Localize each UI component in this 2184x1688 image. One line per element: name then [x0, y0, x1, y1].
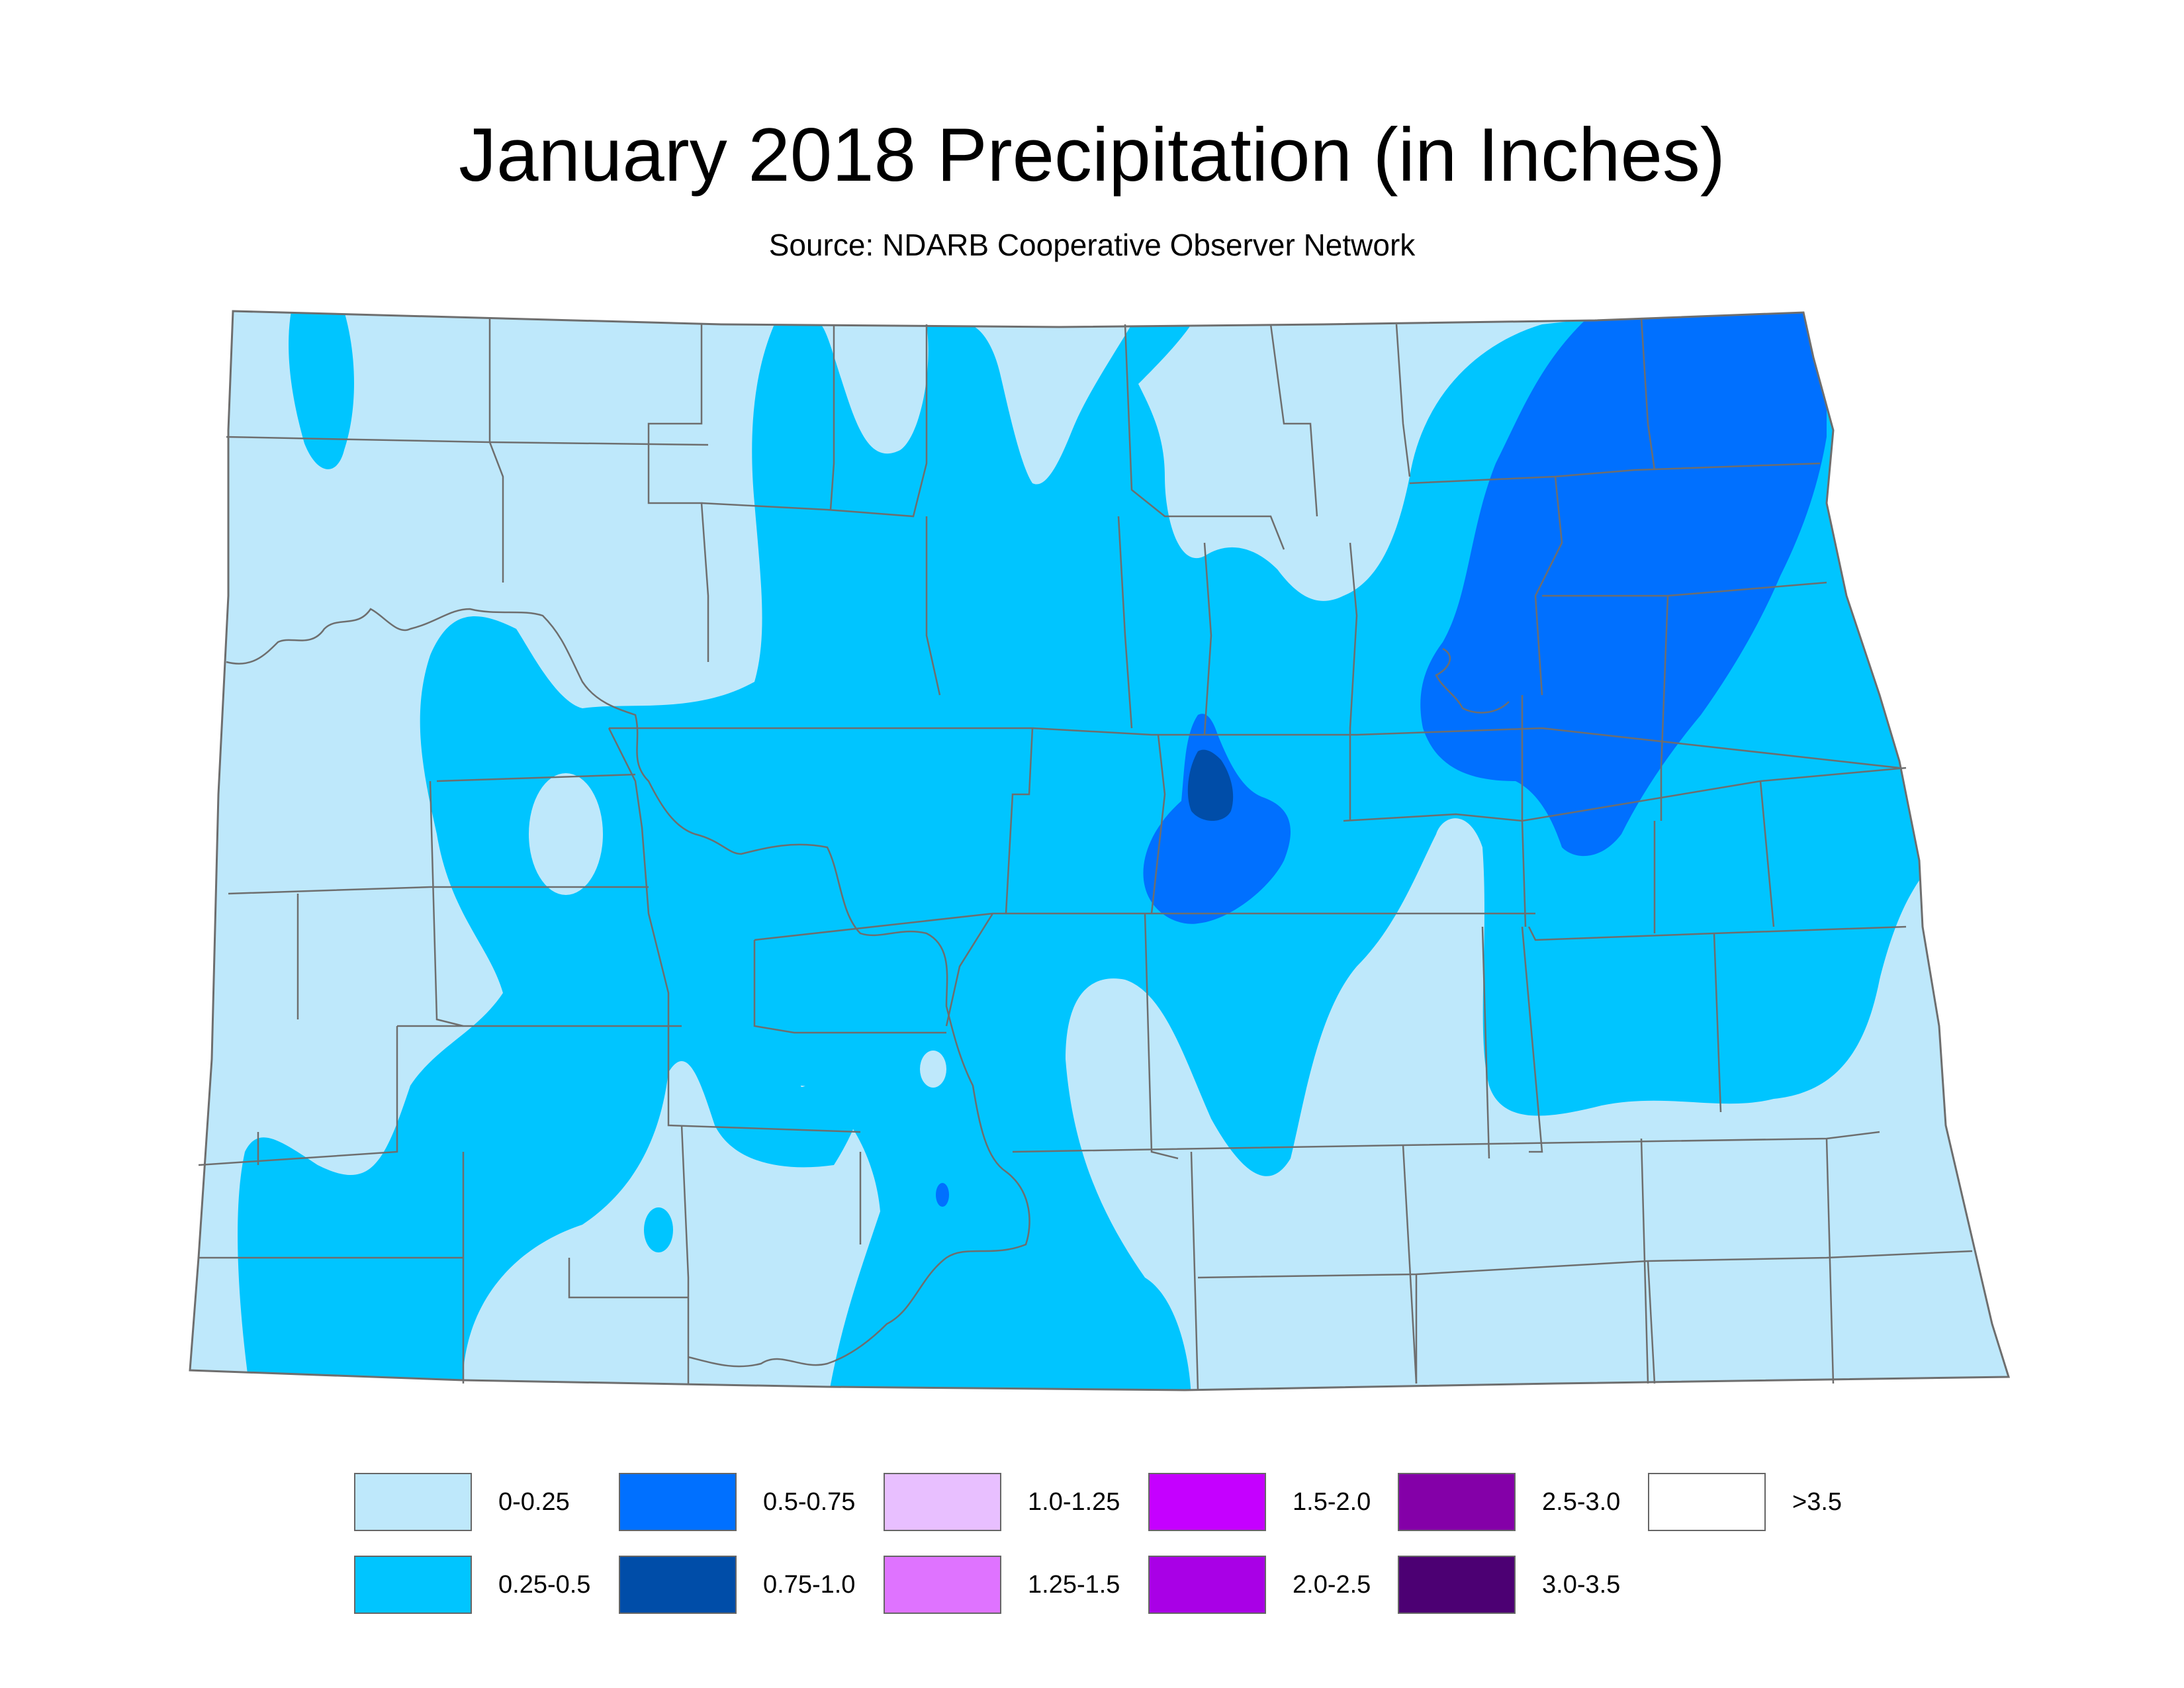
legend-label: 1.0-1.25: [1028, 1488, 1120, 1516]
legend-label: 3.0-3.5: [1542, 1571, 1621, 1599]
legend-label: 0.25-0.5: [498, 1571, 591, 1599]
legend-swatch: [1648, 1473, 1766, 1531]
legend-label: 0.75-1.0: [763, 1571, 856, 1599]
legend-label: 1.5-2.0: [1293, 1488, 1371, 1516]
legend-label: 2.5-3.0: [1542, 1488, 1621, 1516]
legend-swatch: [619, 1473, 737, 1531]
legend-swatch: [1398, 1556, 1516, 1614]
legend-label: >3.5: [1792, 1488, 1843, 1516]
precip-area-0.25-0.5: [644, 1207, 673, 1252]
legend-label: 0.5-0.75: [763, 1488, 856, 1516]
precip-area-0.5-0.75: [936, 1183, 949, 1207]
map-title: January 2018 Precipitation (in Inches): [459, 113, 1725, 197]
county-boundaries: [198, 317, 1973, 1391]
river: [1435, 647, 1510, 714]
legend-swatch: [884, 1556, 1001, 1614]
precip-area-0-0.25: [529, 773, 603, 895]
river: [226, 608, 1030, 1368]
legend-swatch: [884, 1473, 1001, 1531]
legend-swatch: [354, 1556, 472, 1614]
legend-swatch: [1148, 1556, 1266, 1614]
legend-swatch: [619, 1556, 737, 1614]
precip-area-0.75-1.0: [1187, 749, 1234, 821]
state-outline: [189, 310, 2011, 1391]
legend-swatch: [1148, 1473, 1266, 1531]
legend-swatch: [1398, 1473, 1516, 1531]
legend-swatch: [354, 1473, 472, 1531]
map-subtitle: Source: NDARB Cooperative Observer Netwo…: [768, 228, 1416, 262]
legend-label: 0-0.25: [498, 1488, 570, 1516]
river-lines: [226, 608, 1510, 1368]
precip-area-0-0.25: [920, 1051, 946, 1088]
precipitation-fill: [190, 311, 2009, 1390]
legend-label: 1.25-1.5: [1028, 1571, 1120, 1599]
legend-label: 2.0-2.5: [1293, 1571, 1371, 1599]
